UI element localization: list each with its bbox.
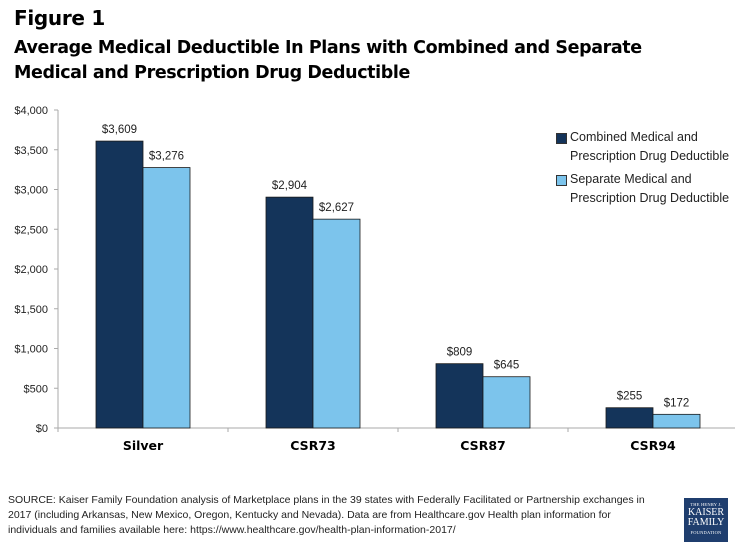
legend: Combined Medical and Prescription Drug D…	[556, 128, 731, 212]
x-category-label: CSR87	[460, 438, 505, 453]
data-label: $3,276	[149, 151, 184, 163]
y-tick-label: $500	[24, 383, 48, 395]
y-tick-label: $3,500	[14, 145, 48, 157]
bar-combined-csr94	[605, 407, 654, 429]
legend-swatch-combined	[556, 133, 567, 144]
source-note: SOURCE: Kaiser Family Foundation analysi…	[8, 494, 645, 536]
bar-separate-silver	[142, 167, 191, 429]
x-category-label: Silver	[123, 438, 164, 453]
legend-swatch-separate	[556, 175, 567, 186]
logo-line-4: FOUNDATION	[690, 530, 722, 535]
legend-label-combined: Combined Medical and Prescription Drug D…	[570, 130, 730, 163]
kff-logo: THE HENRY J. KAISER FAMILY FOUNDATION	[684, 498, 728, 542]
x-category-label: CSR94	[630, 438, 676, 453]
y-tick-label: $2,000	[14, 264, 48, 276]
data-label: $809	[447, 347, 473, 359]
bar-combined-silver	[95, 140, 144, 429]
y-tick-label: $1,000	[14, 344, 48, 356]
data-label: $2,904	[272, 180, 308, 192]
figure-label: Figure 1	[14, 6, 105, 30]
y-tick-label: $2,500	[14, 224, 48, 236]
y-tick-label: $3,000	[14, 185, 48, 197]
data-label: $645	[494, 360, 520, 372]
logo-line-2: KAISER	[687, 507, 725, 518]
bar-separate-csr87	[482, 376, 531, 429]
chart-title: Average Medical Deductible In Plans with…	[14, 38, 642, 83]
data-label: $172	[664, 397, 690, 409]
data-label: $255	[617, 391, 643, 403]
legend-item-separate: Separate Medical and Prescription Drug D…	[556, 170, 731, 208]
bar-separate-csr94	[652, 413, 701, 429]
bar-separate-csr73	[312, 218, 361, 429]
logo-line-1: THE HENRY J.	[690, 502, 722, 507]
bar-combined-csr87	[435, 363, 484, 429]
y-tick-label: $1,500	[14, 304, 48, 316]
data-label: $2,627	[319, 202, 354, 214]
bar-chart: $0 $500 $1,000 $1,500 $2,000 $2,500 $3,000 $3,5…	[14, 105, 735, 453]
y-tick-label: $0	[36, 423, 48, 435]
legend-item-combined: Combined Medical and Prescription Drug D…	[556, 128, 731, 166]
bar-combined-csr73	[265, 196, 314, 429]
y-tick-label: $4,000	[14, 105, 48, 117]
logo-line-3: FAMILY	[687, 517, 725, 528]
legend-label-separate: Separate Medical and Prescription Drug D…	[570, 172, 730, 205]
x-category-label: CSR73	[290, 438, 335, 453]
data-label: $3,609	[102, 124, 137, 136]
